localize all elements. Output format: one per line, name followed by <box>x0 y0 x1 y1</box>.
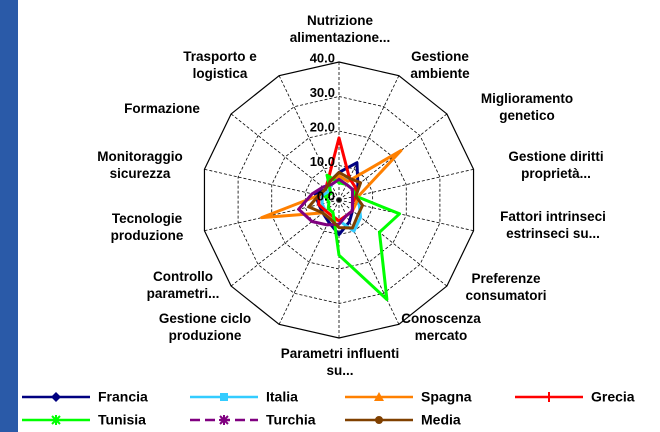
legend-label: Francia <box>98 389 148 405</box>
r-tick-label: 20.0 <box>310 119 335 134</box>
legend-marker <box>374 392 384 401</box>
legend-label: Media <box>421 412 461 428</box>
axis-label: Formazione <box>124 101 200 116</box>
grid-line <box>237 96 441 304</box>
legend-marker <box>51 392 61 402</box>
axis-label: Miglioramento genetico <box>480 91 574 123</box>
axis-label: Parametri influenti su... <box>280 346 400 378</box>
side-band <box>0 0 18 432</box>
r-tick-label: 40.0 <box>310 50 335 65</box>
axis-label: Controllo parametri... <box>146 269 220 301</box>
axis-label: Preferenze consumatori <box>465 271 547 303</box>
r-tick-label: 10.0 <box>310 154 335 169</box>
legend-marker <box>375 416 383 424</box>
axis-label: Gestione ciclo produzione <box>158 311 252 343</box>
legend-label: Spagna <box>421 389 472 405</box>
spoke <box>204 199 340 232</box>
grid-line <box>271 130 407 270</box>
series-line <box>307 170 365 230</box>
legend-marker <box>544 392 554 402</box>
legend-marker <box>220 393 228 401</box>
spoke <box>230 113 340 201</box>
legend-label: Italia <box>266 389 298 405</box>
series-line <box>297 177 354 227</box>
legend-label: Grecia <box>591 389 635 405</box>
r-tick-label: 30.0 <box>310 85 335 100</box>
axis-label: Tecnologie produzione <box>110 211 184 243</box>
legend-marker <box>219 415 229 425</box>
legend-label: Turchia <box>266 412 316 428</box>
axis-label: Monitoraggio sicurezza <box>97 149 183 181</box>
legend-marker <box>51 415 61 425</box>
axis-label: Trasporto e logistica <box>183 49 257 81</box>
axis-label: Conoscenza mercato <box>401 311 481 343</box>
axis-label: Gestione diritti proprietà... <box>508 149 604 181</box>
r-tick-label: 0.0 <box>317 188 335 203</box>
axis-label: Nutrizione alimentazione... <box>289 13 391 45</box>
legend-label: Tunisia <box>98 412 146 428</box>
axis-label: Gestione ambiente <box>410 49 470 81</box>
axis-label: Fattori intrinseci estrinseci su... <box>500 209 606 241</box>
